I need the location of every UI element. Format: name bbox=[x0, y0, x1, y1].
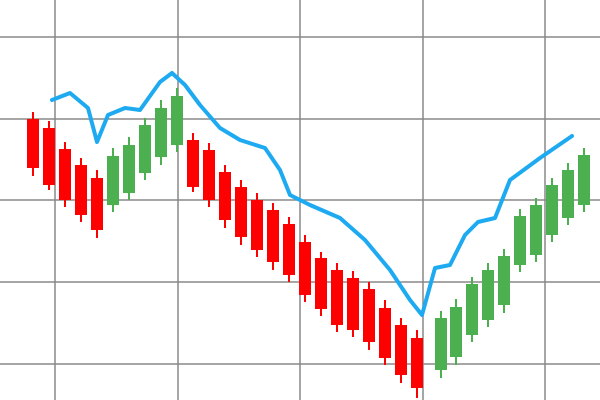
candle-body bbox=[514, 216, 526, 265]
candle-body bbox=[530, 205, 542, 255]
candle-body bbox=[411, 338, 423, 388]
candle-body bbox=[187, 140, 199, 187]
candle-body bbox=[139, 125, 151, 173]
candle-body bbox=[546, 185, 558, 235]
candle-body bbox=[299, 242, 311, 295]
candle-body bbox=[283, 224, 295, 275]
candle-body bbox=[395, 325, 407, 375]
candle-body bbox=[482, 270, 494, 320]
candle-body bbox=[466, 284, 478, 335]
candle-body bbox=[562, 170, 574, 218]
candle-body bbox=[379, 308, 391, 358]
candle-body bbox=[91, 178, 103, 230]
candle-body bbox=[363, 289, 375, 342]
candle-body bbox=[43, 128, 55, 185]
candle-body bbox=[59, 149, 71, 200]
candle-body bbox=[235, 187, 247, 237]
candle-body bbox=[251, 200, 263, 250]
candle-body bbox=[450, 307, 462, 357]
candle-body bbox=[107, 156, 119, 205]
trend-line bbox=[50, 71, 574, 317]
candle-body bbox=[27, 119, 39, 168]
candle-body bbox=[331, 270, 343, 325]
candle-body bbox=[498, 256, 510, 305]
candle-body bbox=[171, 96, 183, 145]
candle-body bbox=[219, 172, 231, 220]
candle-body bbox=[347, 278, 359, 330]
candle-body bbox=[123, 145, 135, 193]
candle-body bbox=[435, 318, 447, 370]
candle-body bbox=[75, 165, 87, 215]
candle-body bbox=[578, 155, 590, 205]
candle-body bbox=[315, 258, 327, 309]
candle-body bbox=[267, 210, 279, 262]
candle-body bbox=[155, 108, 167, 157]
candle-body bbox=[203, 150, 215, 200]
